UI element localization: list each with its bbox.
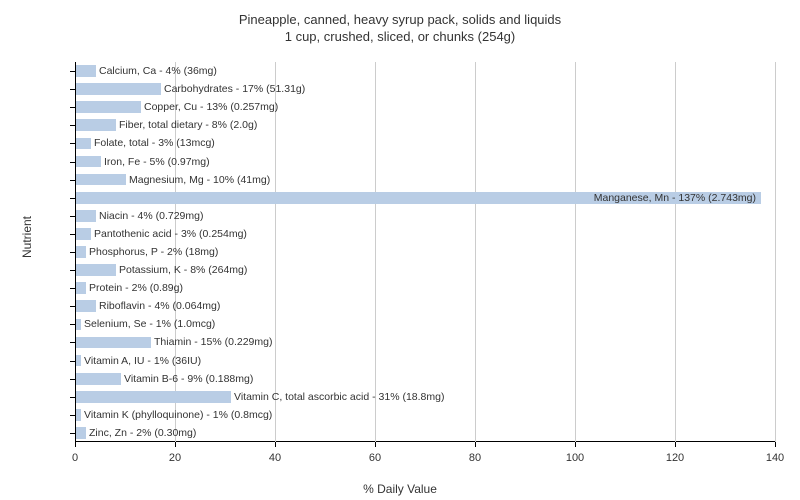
grid-line xyxy=(275,62,276,442)
x-tick xyxy=(575,442,576,447)
nutrient-bar-label: Selenium, Se - 1% (1.0mcg) xyxy=(84,319,215,330)
nutrient-bar xyxy=(76,156,101,168)
nutrient-bar xyxy=(76,83,161,95)
nutrient-bar xyxy=(76,319,81,331)
nutrient-bar-label: Folate, total - 3% (13mcg) xyxy=(94,138,215,149)
x-tick xyxy=(675,442,676,447)
nutrient-bar-label: Iron, Fe - 5% (0.97mg) xyxy=(104,157,210,168)
x-tick-label: 20 xyxy=(169,452,181,464)
nutrient-bar-label: Niacin - 4% (0.729mg) xyxy=(99,211,203,222)
x-tick-label: 60 xyxy=(369,452,381,464)
nutrient-bar-label: Fiber, total dietary - 8% (2.0g) xyxy=(119,120,257,131)
nutrient-bar xyxy=(76,391,231,403)
grid-line xyxy=(675,62,676,442)
nutrient-bar-label: Potassium, K - 8% (264mg) xyxy=(119,265,247,276)
grid-line xyxy=(775,62,776,442)
nutrient-bar xyxy=(76,65,96,77)
x-tick xyxy=(175,442,176,447)
plot-area: 020406080100120140Calcium, Ca - 4% (36mg… xyxy=(75,62,775,442)
x-tick-label: 0 xyxy=(72,452,78,464)
y-tick xyxy=(70,324,75,325)
x-tick xyxy=(275,442,276,447)
nutrient-bar xyxy=(76,337,151,349)
x-tick xyxy=(775,442,776,447)
nutrient-bar xyxy=(76,174,126,186)
y-tick xyxy=(70,180,75,181)
x-axis-label: % Daily Value xyxy=(0,482,800,496)
nutrient-bar-label: Vitamin K (phylloquinone) - 1% (0.8mcg) xyxy=(84,410,272,421)
y-axis-label: Nutrient xyxy=(20,216,34,258)
nutrient-bar-label: Copper, Cu - 13% (0.257mg) xyxy=(144,102,278,113)
nutrient-bar-label: Pantothenic acid - 3% (0.254mg) xyxy=(94,229,247,240)
nutrient-bar-label: Vitamin B-6 - 9% (0.188mg) xyxy=(124,374,253,385)
nutrient-bar xyxy=(76,138,91,150)
x-tick-label: 120 xyxy=(666,452,684,464)
y-tick xyxy=(70,162,75,163)
x-tick xyxy=(75,442,76,447)
nutrient-bar-label: Vitamin C, total ascorbic acid - 31% (18… xyxy=(234,392,444,403)
y-tick xyxy=(70,306,75,307)
nutrient-bar xyxy=(76,409,81,421)
y-tick xyxy=(70,270,75,271)
y-tick xyxy=(70,198,75,199)
y-tick xyxy=(70,107,75,108)
nutrient-bar xyxy=(76,300,96,312)
nutrient-chart: Pineapple, canned, heavy syrup pack, sol… xyxy=(0,0,800,500)
y-tick xyxy=(70,234,75,235)
y-tick xyxy=(70,361,75,362)
y-tick xyxy=(70,342,75,343)
nutrient-bar-label: Thiamin - 15% (0.229mg) xyxy=(154,337,272,348)
nutrient-bar xyxy=(76,119,116,131)
title-line-2: 1 cup, crushed, sliced, or chunks (254g) xyxy=(285,29,516,44)
y-tick xyxy=(70,216,75,217)
x-tick-label: 40 xyxy=(269,452,281,464)
nutrient-bar xyxy=(76,210,96,222)
y-tick xyxy=(70,397,75,398)
y-tick xyxy=(70,89,75,90)
nutrient-bar xyxy=(76,373,121,385)
nutrient-bar xyxy=(76,228,91,240)
nutrient-bar-label: Carbohydrates - 17% (51.31g) xyxy=(164,84,305,95)
y-tick xyxy=(70,71,75,72)
x-tick xyxy=(475,442,476,447)
title-line-1: Pineapple, canned, heavy syrup pack, sol… xyxy=(239,12,561,27)
x-tick-label: 140 xyxy=(766,452,784,464)
nutrient-bar-label: Riboflavin - 4% (0.064mg) xyxy=(99,301,220,312)
nutrient-bar-label: Magnesium, Mg - 10% (41mg) xyxy=(129,175,270,186)
y-tick xyxy=(70,415,75,416)
nutrient-bar-label: Phosphorus, P - 2% (18mg) xyxy=(89,247,218,258)
y-tick xyxy=(70,125,75,126)
nutrient-bar xyxy=(76,355,81,367)
y-tick xyxy=(70,288,75,289)
chart-title: Pineapple, canned, heavy syrup pack, sol… xyxy=(0,12,800,46)
nutrient-bar-label: Calcium, Ca - 4% (36mg) xyxy=(99,66,217,77)
y-tick xyxy=(70,252,75,253)
nutrient-bar xyxy=(76,427,86,439)
nutrient-bar-label: Vitamin A, IU - 1% (36IU) xyxy=(84,356,201,367)
nutrient-bar xyxy=(76,246,86,258)
nutrient-bar-label: Protein - 2% (0.89g) xyxy=(89,283,183,294)
x-axis-line xyxy=(75,441,775,442)
nutrient-bar xyxy=(76,101,141,113)
y-tick xyxy=(70,143,75,144)
nutrient-bar xyxy=(76,282,86,294)
y-tick xyxy=(70,379,75,380)
nutrient-bar-label: Zinc, Zn - 2% (0.30mg) xyxy=(89,428,196,439)
nutrient-bar-label: Manganese, Mn - 137% (2.743mg) xyxy=(594,193,756,204)
grid-line xyxy=(375,62,376,442)
y-tick xyxy=(70,433,75,434)
x-tick-label: 80 xyxy=(469,452,481,464)
x-tick-label: 100 xyxy=(566,452,584,464)
x-tick xyxy=(375,442,376,447)
grid-line xyxy=(575,62,576,442)
grid-line xyxy=(475,62,476,442)
nutrient-bar xyxy=(76,264,116,276)
